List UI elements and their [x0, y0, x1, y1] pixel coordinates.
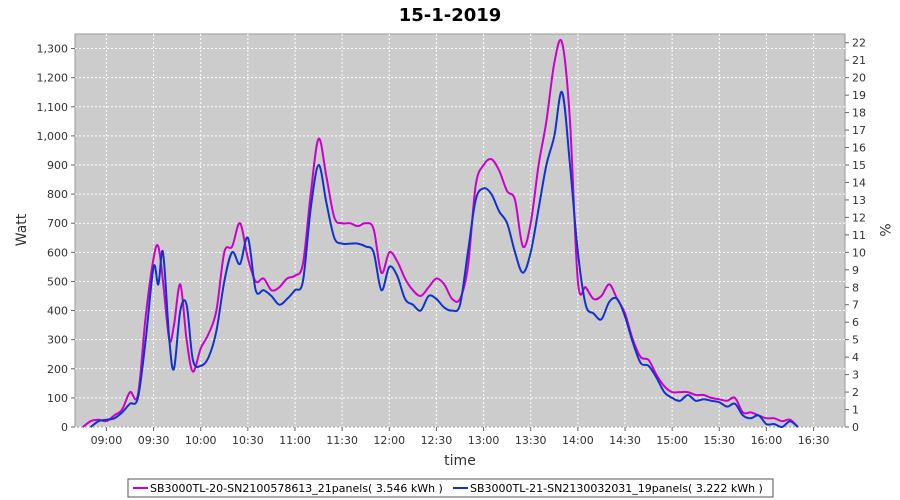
y2-tick-label: 10 — [852, 246, 866, 259]
y-tick-label: 1,300 — [37, 43, 69, 56]
y-tick-label: 700 — [47, 217, 68, 230]
legend: SB3000TL-20-SN2100578613_21panels( 3.546… — [127, 478, 774, 498]
x-axis: 09:00 09:30 10:00 10:30 11:00 11:30 12:00 12:30… — [91, 427, 830, 447]
y2-tick-label: 5 — [852, 334, 859, 347]
y2-tick-label: 7 — [852, 299, 859, 312]
y2-tick-label: 1 — [852, 404, 859, 417]
y2-tick-label: 18 — [852, 107, 866, 120]
chart-title: 15-1-2019 — [399, 5, 502, 26]
y-tick-label: 300 — [47, 334, 68, 347]
plot-area — [74, 33, 846, 428]
y2-tick-label: 14 — [852, 176, 866, 189]
y-tick-label: 400 — [47, 305, 68, 318]
x-tick-label: 12:30 — [421, 434, 453, 447]
series-lines — [82, 38, 799, 429]
y2-tick-label: 15 — [852, 159, 866, 172]
y2-tick-label: 19 — [852, 89, 866, 102]
y-tick-label: 1,100 — [37, 101, 69, 114]
y2-tick-label: 0 — [852, 421, 859, 434]
y2-axis-title: % — [876, 223, 892, 236]
y-tick-label: 500 — [47, 275, 68, 288]
x-tick-label: 13:00 — [468, 434, 500, 447]
x-tick-label: 15:30 — [703, 434, 735, 447]
x-tick-label: 10:30 — [232, 434, 264, 447]
grid-lines — [75, 34, 845, 428]
y2-tick-label: 12 — [852, 211, 866, 224]
y2-tick-label: 16 — [852, 142, 866, 155]
y-tick-label: 600 — [47, 246, 68, 259]
series-line-1 — [82, 38, 799, 428]
y2-tick-label: 8 — [852, 281, 859, 294]
y2-tick-label: 17 — [852, 124, 866, 137]
x-tick-label: 09:30 — [138, 434, 170, 447]
y2-tick-label: 4 — [852, 351, 859, 364]
y2-tick-label: 3 — [852, 369, 859, 382]
y2-tick-label: 11 — [852, 229, 866, 242]
y2-tick-label: 21 — [852, 54, 866, 67]
y-tick-label: 0 — [61, 421, 68, 434]
y2-tick-label: 6 — [852, 316, 859, 329]
y-tick-label: 100 — [47, 392, 68, 405]
y2-tick-label: 22 — [852, 37, 866, 50]
x-tick-label: 14:30 — [609, 434, 641, 447]
series-line-2 — [90, 91, 799, 429]
left-axis: 0 100 200 300 400 500 600 700 800 900 1,000 1,100 1,… — [37, 43, 75, 434]
y-tick-label: 1,000 — [37, 130, 69, 143]
x-axis-title: time — [444, 453, 476, 469]
x-tick-label: 11:30 — [326, 434, 358, 447]
legend-box — [127, 478, 774, 498]
y2-tick-label: 20 — [852, 72, 866, 85]
x-tick-label: 16:30 — [798, 434, 830, 447]
x-tick-label: 11:00 — [279, 434, 311, 447]
y-tick-label: 1,200 — [37, 72, 69, 85]
x-tick-label: 15:00 — [656, 434, 688, 447]
x-tick-label: 10:00 — [185, 434, 217, 447]
y-tick-label: 800 — [47, 188, 68, 201]
legend-entry-2: SB3000TL-21-SN2130032031_19panels( 3.222… — [470, 482, 763, 495]
y-tick-label: 200 — [47, 363, 68, 376]
y2-tick-label: 13 — [852, 194, 866, 207]
y-axis-title: Watt — [14, 213, 30, 246]
legend-entry-1: SB3000TL-20-SN2100578613_21panels( 3.546… — [150, 482, 443, 495]
y2-tick-label: 9 — [852, 264, 859, 277]
x-tick-label: 14:00 — [562, 434, 594, 447]
y-tick-label: 900 — [47, 159, 68, 172]
y2-tick-label: 2 — [852, 386, 859, 399]
x-tick-label: 09:00 — [91, 434, 123, 447]
x-tick-label: 12:00 — [373, 434, 405, 447]
x-tick-label: 13:30 — [515, 434, 547, 447]
x-tick-label: 16:00 — [751, 434, 783, 447]
